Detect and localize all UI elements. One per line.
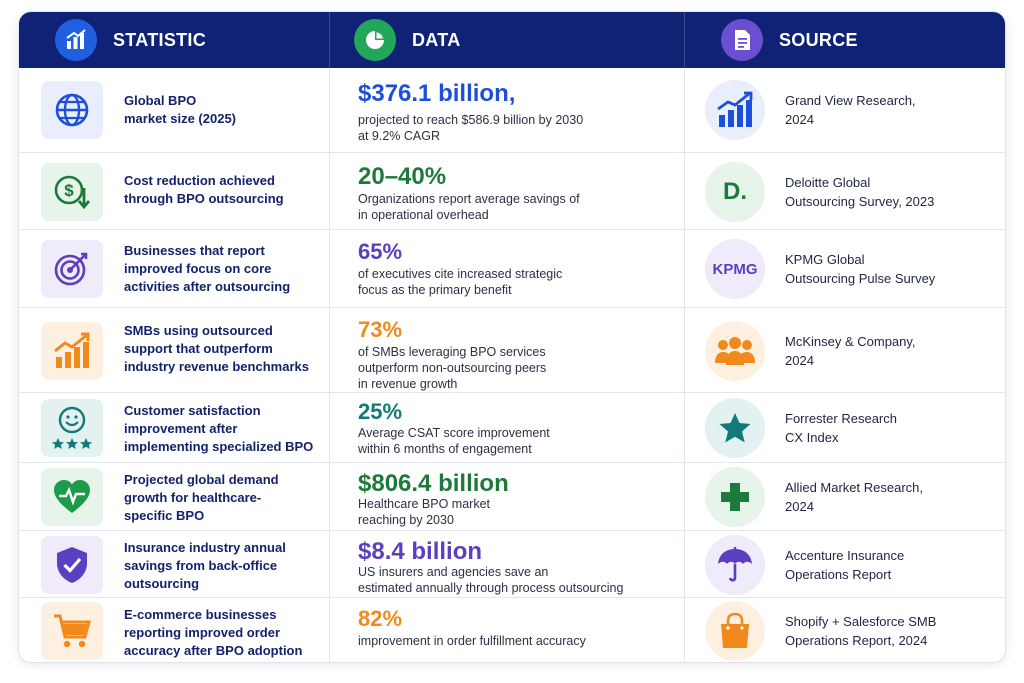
statistic-label: Projected global demand growth for healt…: [124, 472, 279, 523]
header-data-label: DATA: [412, 29, 461, 50]
data-value: 25%: [358, 399, 403, 424]
table-row: Global BPO market size (2025) $376.1 bill…: [19, 68, 1005, 152]
table-row: E-commerce businesses reporting improved…: [19, 597, 1005, 662]
source-cell: Allied Market Research, 2024: [684, 463, 1005, 530]
source-label: Allied Market Research, 2024: [785, 480, 923, 514]
dollar-down-icon: $: [41, 162, 103, 221]
bar-chart-trend-icon: [705, 80, 765, 140]
statistic-label: Businesses that report improved focus on…: [124, 243, 291, 294]
data-description: of executives cite increased strategic f…: [358, 267, 563, 297]
globe-icon: [41, 81, 103, 139]
statistic-cell: Customer satisfaction improvement after …: [19, 393, 329, 462]
data-description: of SMBs leveraging BPO services outperfo…: [358, 345, 547, 391]
header-source: SOURCE: [684, 12, 1005, 68]
source-label: Grand View Research, 2024: [785, 93, 916, 127]
data-cell: $806.4 billion Healthcare BPO market reac…: [329, 463, 684, 530]
data-description: projected to reach $586.9 billion by 203…: [358, 113, 584, 143]
statistic-cell: Insurance industry annual savings from b…: [19, 531, 329, 597]
header-source-label: SOURCE: [779, 29, 858, 50]
source-cell: Accenture Insurance Operations Report: [684, 531, 1005, 597]
statistic-cell: Global BPO market size (2025): [19, 68, 329, 152]
source-logo-text: D.: [723, 177, 747, 205]
pie-chart-icon: [354, 19, 396, 61]
data-description: Average CSAT score improvement within 6 …: [358, 426, 550, 456]
source-cell: Forrester Research CX Index: [684, 393, 1005, 462]
data-cell: $8.4 billion US insurers and agencies sav…: [329, 531, 684, 597]
source-logo-text: KPMG: [712, 260, 758, 278]
document-icon: [721, 19, 763, 61]
svg-text:$: $: [64, 181, 74, 200]
chart-up-icon: [55, 19, 97, 61]
statistic-label: E-commerce businesses reporting improved…: [124, 607, 303, 658]
table-row: Businesses that report improved focus on…: [19, 229, 1005, 307]
people-group-icon: [705, 320, 765, 381]
target-icon: [41, 240, 103, 298]
star-icon: [705, 398, 765, 458]
header-data: DATA: [329, 12, 684, 68]
statistic-cell: Projected global demand growth for healt…: [19, 463, 329, 530]
data-cell: $376.1 billion, projected to reach $586.9…: [329, 68, 684, 152]
data-value: 20–40%: [358, 163, 447, 190]
statistic-cell: $ Cost reduction achieved through BPO out…: [19, 153, 329, 229]
source-cell: Grand View Research, 2024: [684, 68, 1005, 152]
table-row: $ Cost reduction achieved through BPO out…: [19, 152, 1005, 229]
statistics-table: STATISTIC DATA SOURCE Global BPO market …: [19, 12, 1005, 662]
data-cell: 82% improvement in order fulfillment accu…: [329, 598, 684, 662]
umbrella-icon: [705, 534, 765, 595]
growth-chart-icon: [41, 321, 103, 380]
data-cell: 25% Average CSAT score improvement within…: [329, 393, 684, 462]
statistic-label: SMBs using outsourced support that outpe…: [124, 323, 309, 374]
table-row: Customer satisfaction improvement after …: [19, 392, 1005, 462]
source-cell: Shopify + Salesforce SMB Operations Repo…: [684, 598, 1005, 662]
data-cell: 20–40% Organizations report average savin…: [329, 153, 684, 229]
statistic-label: Cost reduction achieved through BPO outs…: [124, 173, 284, 206]
data-description: Organizations report average savings of …: [358, 192, 580, 222]
data-description: Healthcare BPO market reaching by 2030: [358, 497, 490, 527]
statistic-label: Customer satisfaction improvement after …: [124, 403, 314, 454]
statistic-label: Global BPO market size (2025): [124, 93, 237, 126]
statistic-cell: SMBs using outsourced support that outpe…: [19, 308, 329, 392]
data-value: 65%: [358, 239, 403, 264]
data-value: 82%: [358, 606, 403, 631]
source-label: Deloitte Global Outsourcing Survey, 2023: [785, 174, 935, 209]
source-label: Accenture Insurance Operations Report: [785, 547, 905, 582]
source-cell: McKinsey & Company, 2024: [684, 308, 1005, 392]
header-statistic: STATISTIC: [19, 12, 329, 68]
source-label: McKinsey & Company, 2024: [785, 333, 916, 368]
heart-pulse-icon: [41, 468, 103, 526]
data-description: US insurers and agencies save an estimat…: [358, 565, 624, 595]
smiley-stars-icon: [41, 399, 103, 457]
medical-cross-icon: [705, 467, 765, 527]
data-value: $8.4 billion: [358, 538, 483, 565]
source-cell: D. Deloitte Global Outsourcing Survey, 20…: [684, 153, 1005, 229]
table-row: Insurance industry annual savings from b…: [19, 530, 1005, 597]
source-label: Shopify + Salesforce SMB Operations Repo…: [785, 613, 937, 648]
shield-check-icon: [41, 535, 103, 594]
source-label: KPMG Global Outsourcing Pulse Survey: [785, 252, 936, 286]
table-row: Projected global demand growth for healt…: [19, 462, 1005, 530]
kpmg-logo: KPMG: [705, 239, 765, 299]
data-description: improvement in order fulfillment accurac…: [358, 634, 586, 648]
statistic-label: Insurance industry annual savings from b…: [124, 540, 286, 591]
source-cell: KPMG KPMG Global Outsourcing Pulse Survey: [684, 230, 1005, 307]
data-cell: 65% of executives cite increased strategi…: [329, 230, 684, 307]
table-header: STATISTIC DATA SOURCE: [19, 12, 1005, 68]
data-cell: 73% of SMBs leveraging BPO services outpe…: [329, 308, 684, 392]
shopping-cart-icon: [41, 601, 103, 660]
deloitte-logo: D.: [705, 161, 765, 222]
statistic-cell: Businesses that report improved focus on…: [19, 230, 329, 307]
data-value: $376.1 billion,: [358, 80, 516, 107]
data-value: $806.4 billion: [358, 470, 509, 497]
table-row: SMBs using outsourced support that outpe…: [19, 307, 1005, 392]
header-statistic-label: STATISTIC: [113, 29, 207, 50]
data-value: 73%: [358, 317, 403, 342]
shopping-bag-icon: [705, 600, 765, 661]
source-label: Forrester Research CX Index: [785, 411, 897, 445]
statistic-cell: E-commerce businesses reporting improved…: [19, 598, 329, 662]
